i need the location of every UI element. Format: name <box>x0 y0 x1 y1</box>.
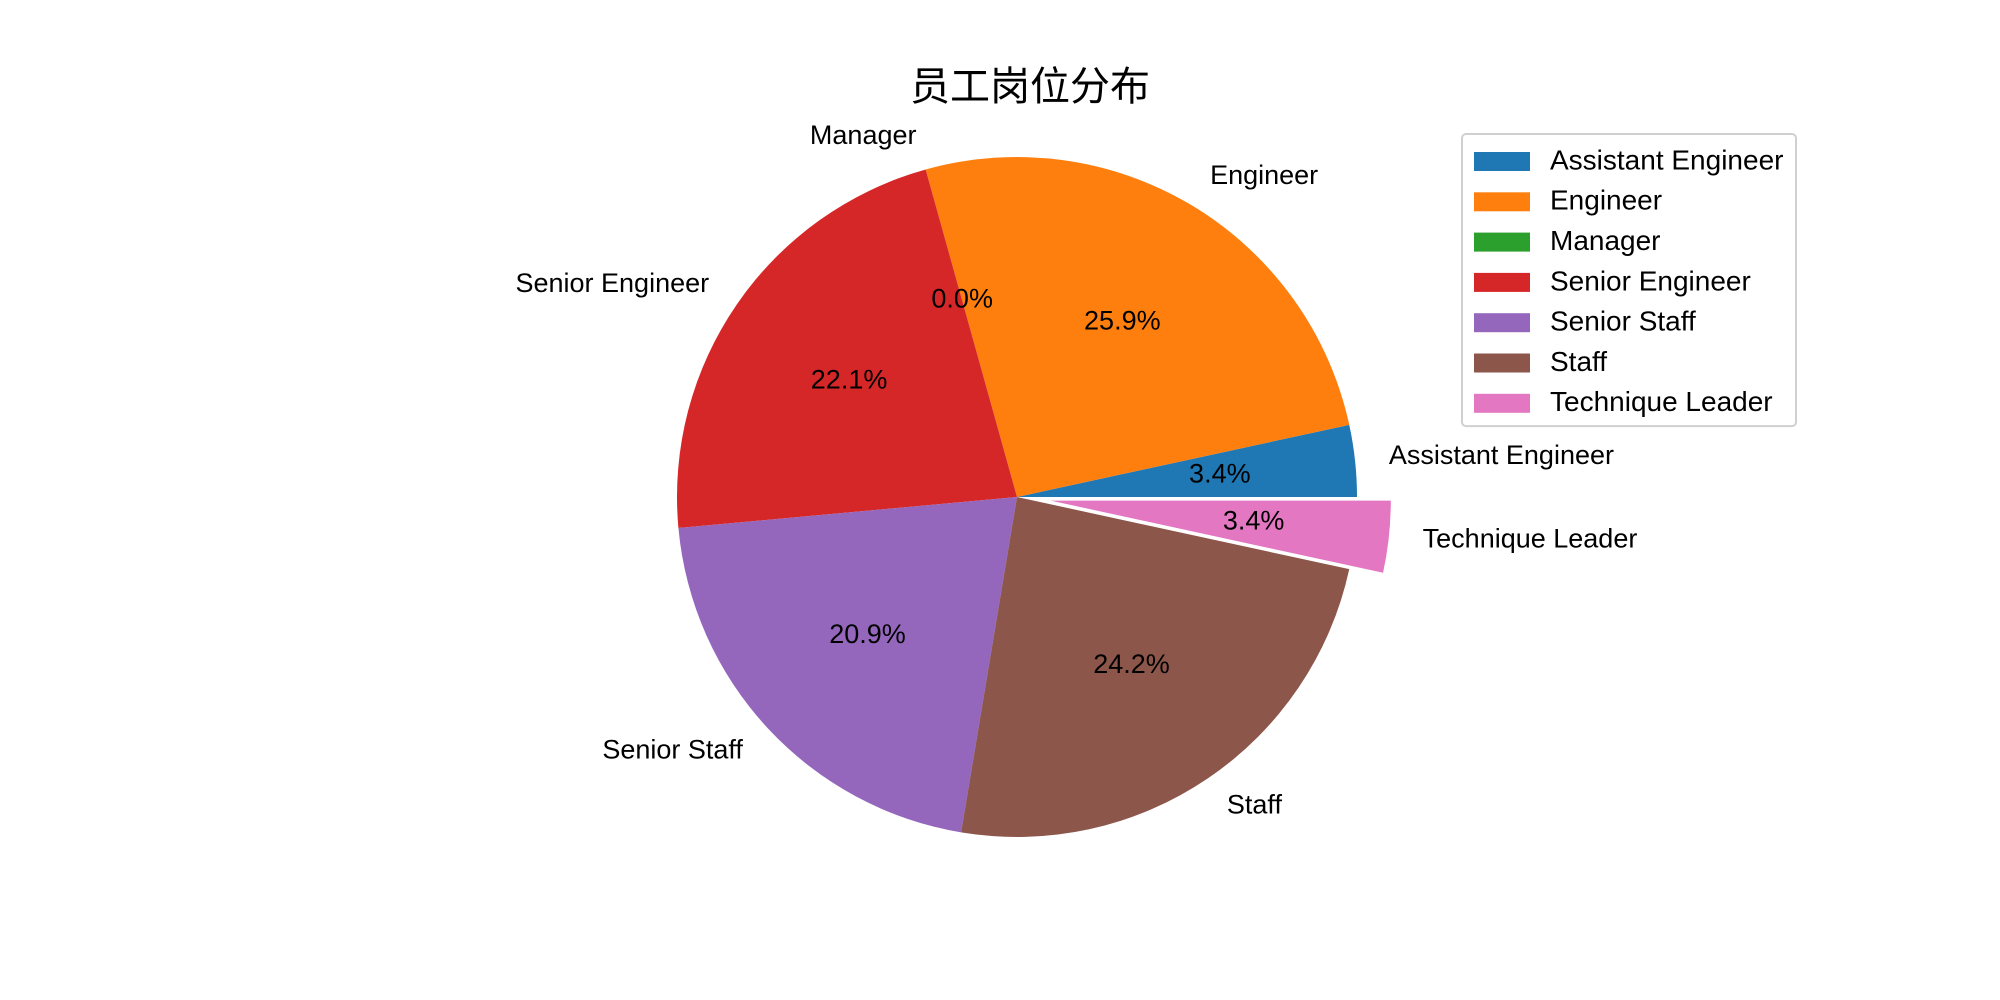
legend-label-senior-engineer: Senior Engineer <box>1550 265 1751 296</box>
pct-label-technique-leader: 3.4% <box>1223 506 1285 536</box>
legend-swatch-staff <box>1474 353 1530 373</box>
legend-label-assistant-engineer: Assistant Engineer <box>1550 144 1783 175</box>
pie-slices <box>676 157 1391 838</box>
pie-slice-engineer <box>925 157 1350 497</box>
pct-label-senior-staff: 20.9% <box>829 619 906 649</box>
legend-swatch-technique-leader <box>1474 393 1530 413</box>
legend-swatch-engineer <box>1474 192 1530 212</box>
legend-label-staff: Staff <box>1550 346 1607 377</box>
pie-slice-technique-leader <box>1050 500 1391 573</box>
legend-label-manager: Manager <box>1550 225 1661 256</box>
slice-label-senior-staff: Senior Staff <box>602 735 743 765</box>
chart-title: 员工岗位分布 <box>910 64 1150 110</box>
pie-slice-senior-staff <box>678 497 1017 833</box>
legend-swatch-senior-staff <box>1474 313 1530 333</box>
legend: Assistant Engineer Engineer Manager Senior … <box>1461 133 1797 428</box>
slice-label-staff: Staff <box>1227 790 1283 820</box>
legend-swatch-assistant-engineer <box>1474 152 1530 171</box>
pie-slice-senior-engineer <box>676 169 1017 528</box>
slice-label-senior-engineer: Senior Engineer <box>515 268 709 298</box>
legend-frame <box>1461 133 1797 428</box>
legend-swatch-senior-engineer <box>1474 272 1530 292</box>
pct-label-staff: 24.2% <box>1093 649 1170 679</box>
pie-slice-staff <box>961 497 1350 838</box>
pct-label-senior-engineer: 22.1% <box>811 364 888 394</box>
legend-label-technique-leader: Technique Leader <box>1550 386 1773 417</box>
slice-label-engineer: Engineer <box>1210 160 1318 190</box>
legend-swatch-manager <box>1474 232 1530 252</box>
slice-label-technique-leader: Technique Leader <box>1423 524 1638 554</box>
legend-label-senior-staff: Senior Staff <box>1550 306 1696 337</box>
slice-label-assistant-engineer: Assistant Engineer <box>1389 440 1614 470</box>
pct-label-assistant-engineer: 3.4% <box>1189 458 1251 488</box>
pie-slice-assistant-engineer <box>1017 424 1357 497</box>
pie-labels: Assistant Engineer 3.4% Engineer 25.9% Manag… <box>515 120 1637 820</box>
pct-label-manager: 0.0% <box>931 284 993 314</box>
slice-label-manager: Manager <box>810 120 917 150</box>
pct-label-engineer: 25.9% <box>1084 305 1161 335</box>
legend-label-engineer: Engineer <box>1550 185 1662 216</box>
